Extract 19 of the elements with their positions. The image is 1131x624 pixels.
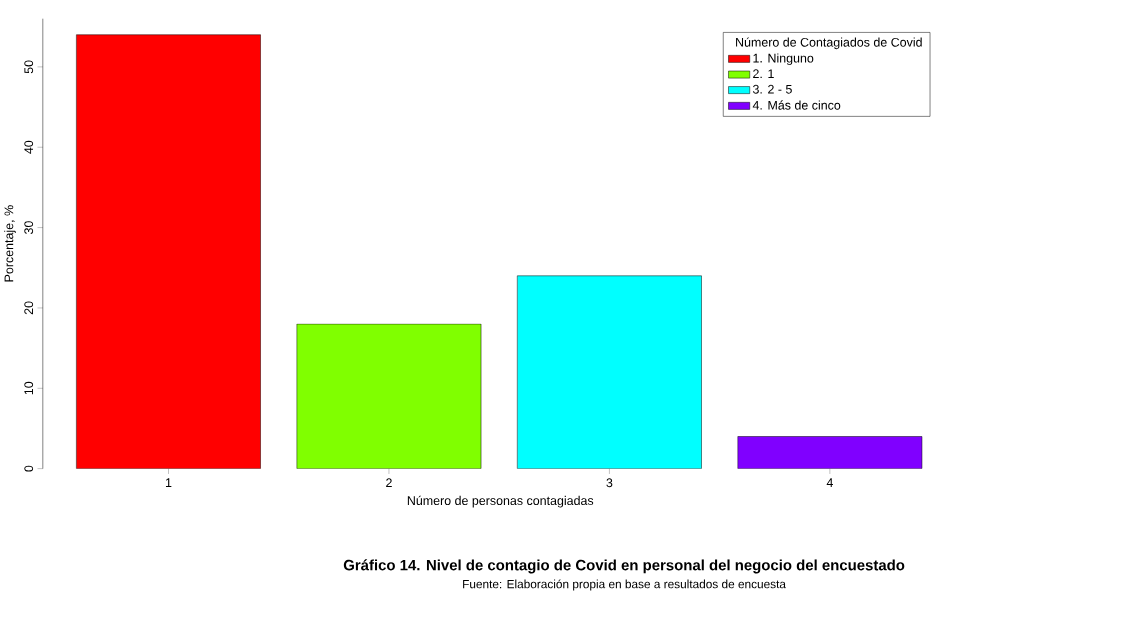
text: Gráfico 14. Nivel de contagio de Covid en personal del negocio del encuestado xyxy=(343,559,905,574)
y-tick-label: 20 xyxy=(24,301,34,315)
x-tick-label: 2 xyxy=(386,478,392,488)
legend-label: 1. Ninguno xyxy=(753,53,814,66)
legend-label: 2. 1 xyxy=(753,69,774,79)
x-tick-label: 1 xyxy=(165,478,172,488)
x-axis-title: Número de personas contagiadas xyxy=(407,495,594,508)
legend-label: 4. Más de cinco xyxy=(752,100,841,110)
source-note: Fuente: Elaboración propia en base a resultados de encuesta xyxy=(463,579,786,591)
y-tick-label: 40 xyxy=(24,140,34,155)
y-tick-label: 50 xyxy=(24,60,34,74)
legend-label: 3. 2 - 5 xyxy=(752,85,792,94)
legend-title: Número de Contagiados de Covid xyxy=(736,37,922,50)
y-axis-title: Porcentaje, % xyxy=(4,205,16,282)
y-tick-label: 0 xyxy=(24,465,34,472)
x-tick-label: 4 xyxy=(826,478,833,488)
y-tick-label: 30 xyxy=(24,221,34,235)
x-tick-label: 3 xyxy=(606,478,613,488)
y-tick-label: 10 xyxy=(24,382,34,395)
